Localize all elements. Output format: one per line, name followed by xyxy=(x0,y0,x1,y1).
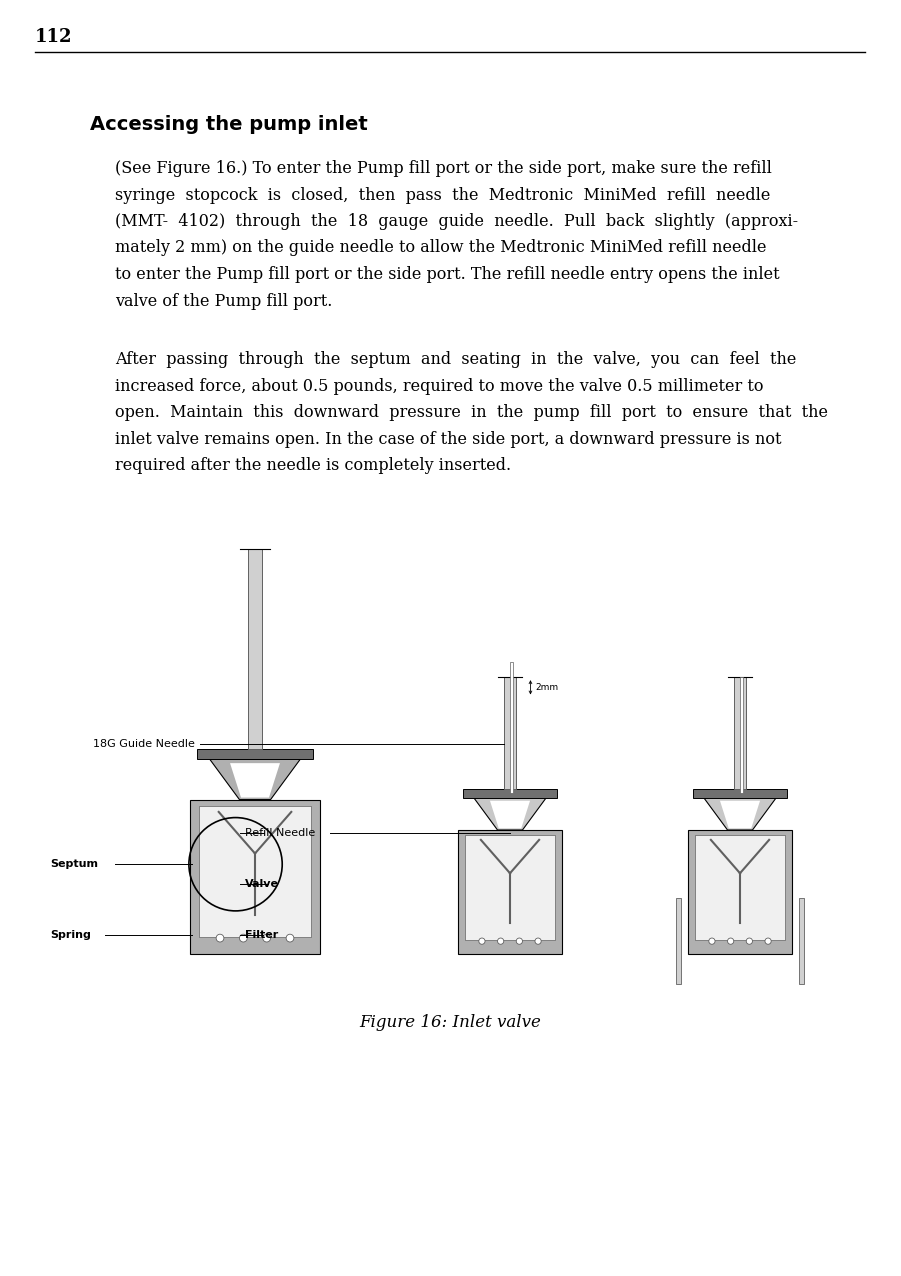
Circle shape xyxy=(535,938,542,944)
Bar xyxy=(696,835,785,940)
Circle shape xyxy=(709,938,715,944)
Text: to enter the Pump fill port or the side port. The refill needle entry opens the : to enter the Pump fill port or the side … xyxy=(115,265,779,283)
Polygon shape xyxy=(490,801,530,828)
Bar xyxy=(734,678,746,790)
Polygon shape xyxy=(704,798,777,829)
Text: Figure 16: Inlet valve: Figure 16: Inlet valve xyxy=(359,1013,542,1031)
Bar xyxy=(505,678,516,790)
Circle shape xyxy=(497,938,504,944)
Text: After  passing  through  the  septum  and  seating  in  the  valve,  you  can  f: After passing through the septum and sea… xyxy=(115,351,796,367)
Text: syringe  stopcock  is  closed,  then  pass  the  Medtronic  MiniMed  refill  nee: syringe stopcock is closed, then pass th… xyxy=(115,186,770,203)
Text: inlet valve remains open. In the case of the side port, a downward pressure is n: inlet valve remains open. In the case of… xyxy=(115,430,781,448)
Circle shape xyxy=(516,938,523,944)
Text: Spring: Spring xyxy=(50,930,91,940)
Bar xyxy=(693,790,787,798)
Text: Accessing the pump inlet: Accessing the pump inlet xyxy=(90,115,368,134)
Bar xyxy=(463,790,557,798)
Text: Refill Needle: Refill Needle xyxy=(245,828,315,838)
Circle shape xyxy=(287,934,294,942)
Polygon shape xyxy=(720,801,760,828)
Bar xyxy=(799,898,804,984)
Circle shape xyxy=(216,934,223,942)
Circle shape xyxy=(765,938,771,944)
Text: mately 2 mm) on the guide needle to allow the Medtronic MiniMed refill needle: mately 2 mm) on the guide needle to allo… xyxy=(115,240,767,256)
Bar xyxy=(458,829,562,953)
Text: 2mm: 2mm xyxy=(535,683,559,692)
Circle shape xyxy=(240,934,247,942)
Text: 18G Guide Needle: 18G Guide Needle xyxy=(93,739,195,749)
Text: Valve: Valve xyxy=(245,879,279,889)
Circle shape xyxy=(478,938,485,944)
Polygon shape xyxy=(474,798,546,829)
Text: Filter: Filter xyxy=(245,930,278,940)
Polygon shape xyxy=(230,763,280,798)
Text: (MMT-  4102)  through  the  18  gauge  guide  needle.  Pull  back  slightly  (ap: (MMT- 4102) through the 18 gauge guide n… xyxy=(115,213,798,230)
Bar xyxy=(199,805,311,937)
Bar xyxy=(196,749,314,759)
Circle shape xyxy=(746,938,752,944)
Bar xyxy=(741,678,743,794)
Bar xyxy=(465,835,555,940)
Text: valve of the Pump fill port.: valve of the Pump fill port. xyxy=(115,292,332,310)
Text: increased force, about 0.5 pounds, required to move the valve 0.5 millimeter to: increased force, about 0.5 pounds, requi… xyxy=(115,378,763,394)
Text: open.  Maintain  this  downward  pressure  in  the  pump  fill  port  to  ensure: open. Maintain this downward pressure in… xyxy=(115,404,828,421)
Text: Septum: Septum xyxy=(50,859,98,869)
Polygon shape xyxy=(210,759,300,800)
Bar xyxy=(248,549,262,749)
Text: required after the needle is completely inserted.: required after the needle is completely … xyxy=(115,457,511,473)
Bar xyxy=(677,898,681,984)
Text: (See Figure 16.) To enter the Pump fill port or the side port, make sure the ref: (See Figure 16.) To enter the Pump fill … xyxy=(115,160,772,177)
Bar xyxy=(190,800,320,953)
Bar xyxy=(688,829,792,953)
Text: 112: 112 xyxy=(35,28,72,46)
Circle shape xyxy=(727,938,733,944)
Bar xyxy=(511,662,513,794)
Circle shape xyxy=(263,934,270,942)
